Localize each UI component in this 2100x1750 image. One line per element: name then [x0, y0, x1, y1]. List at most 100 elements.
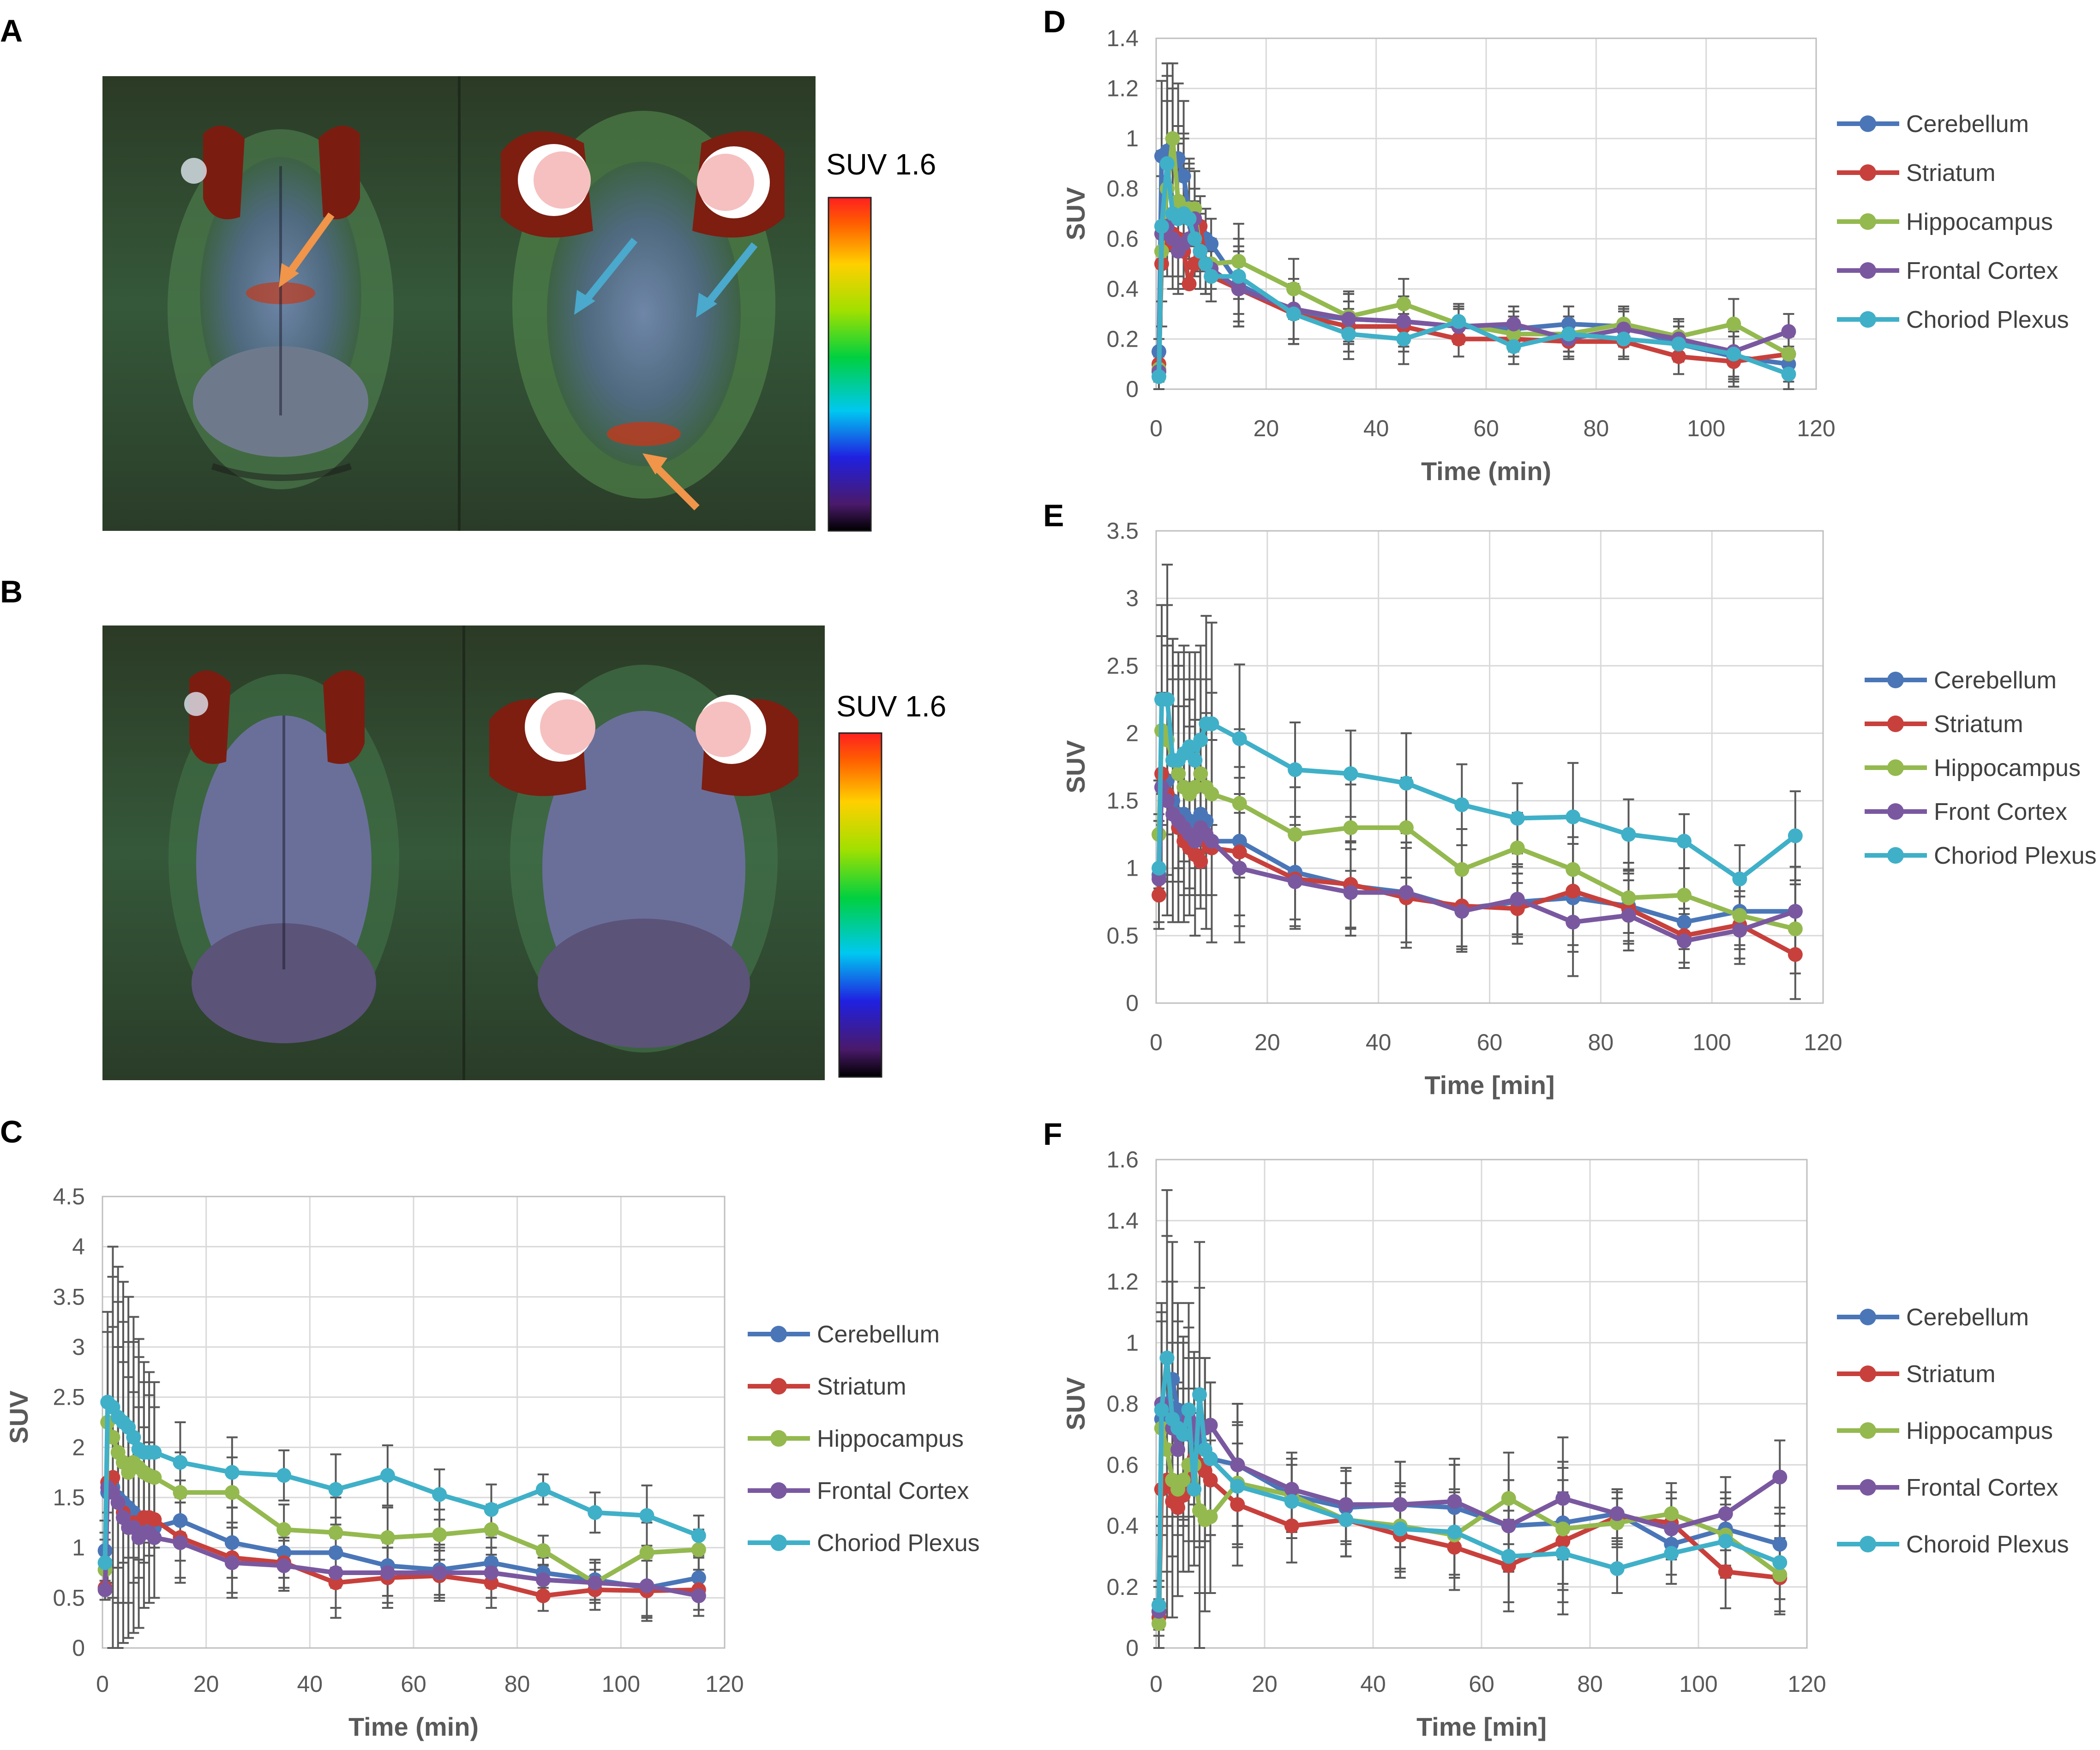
- d-ytick-2: 0.4: [1106, 276, 1139, 302]
- f-data-point: [1154, 1402, 1169, 1418]
- d-data-point: [1726, 316, 1741, 331]
- scale-label-b: SUV 1.6: [836, 690, 946, 723]
- e-legend-label: Cerebellum: [1934, 667, 2057, 694]
- f-data-point: [1718, 1564, 1733, 1579]
- e-ytick-0: 0: [1126, 990, 1139, 1016]
- c-legend-label: Frontal Cortex: [817, 1478, 969, 1504]
- c-xlabel: Time (min): [348, 1712, 479, 1741]
- c-xtick-4: 80: [504, 1671, 530, 1697]
- d-ytick-4: 0.8: [1106, 176, 1139, 202]
- c-ytick-3: 1.5: [53, 1485, 85, 1510]
- e-series-4: [1152, 692, 1803, 887]
- f-data-point: [1772, 1537, 1788, 1552]
- d-xtick-5: 100: [1687, 415, 1725, 441]
- c-legend-marker: [770, 1482, 787, 1499]
- f-error-bars: [1153, 1189, 1786, 1649]
- e-data-point: [1343, 766, 1358, 782]
- c-data-point: [224, 1465, 240, 1480]
- e-data-point: [1288, 874, 1303, 889]
- d-ytick-6: 1.2: [1106, 76, 1139, 102]
- e-data-point: [1288, 762, 1303, 777]
- d-data-point: [1231, 254, 1246, 269]
- c-legend-label: Striatum: [817, 1373, 906, 1400]
- f-data-point: [1555, 1546, 1571, 1561]
- f-data-point: [1447, 1524, 1462, 1540]
- c-data-point: [173, 1535, 188, 1550]
- f-data-point: [1230, 1497, 1245, 1512]
- e-plot-frame: [1155, 530, 1824, 1004]
- e-xlabel: Time [min]: [1424, 1070, 1554, 1100]
- c-data-point: [639, 1578, 654, 1594]
- e-data-point: [1732, 872, 1747, 887]
- c-data-point: [173, 1455, 188, 1470]
- c-data-point: [147, 1445, 162, 1460]
- c-ytick-4: 2: [72, 1434, 85, 1460]
- f-legend-marker: [1860, 1536, 1876, 1552]
- d-data-point: [1182, 277, 1197, 291]
- d-data-point: [1616, 331, 1631, 347]
- e-data-point: [1193, 733, 1208, 748]
- c-data-point: [147, 1470, 162, 1485]
- c-ytick-7: 3.5: [53, 1284, 85, 1310]
- f-xtick-6: 120: [1788, 1671, 1826, 1697]
- f-legend-marker: [1860, 1365, 1876, 1382]
- e-data-point: [1171, 766, 1186, 782]
- c-data-point: [691, 1570, 706, 1585]
- e-data-point: [1510, 891, 1525, 907]
- e-legend-marker: [1887, 759, 1904, 776]
- d-legend-marker: [1860, 213, 1876, 230]
- d-data-point: [1671, 337, 1686, 352]
- e-ylabel: SUV: [1061, 740, 1090, 793]
- f-legend: Cerebellum Striatum Hippocampus Frontal Cor…: [1837, 1304, 2069, 1558]
- e-data-point: [1566, 884, 1581, 899]
- d-data-point: [1231, 269, 1246, 284]
- c-data-point: [535, 1543, 551, 1558]
- d-ytick-1: 0.2: [1106, 326, 1139, 352]
- f-data-point: [1447, 1540, 1462, 1555]
- e-data-point: [1160, 692, 1175, 707]
- f-ytick-6: 1.2: [1106, 1269, 1139, 1295]
- c-data-point: [276, 1468, 292, 1483]
- e-data-point: [1193, 854, 1208, 869]
- panel-c-letter: C: [0, 1114, 23, 1149]
- e-data-point: [1232, 731, 1247, 746]
- color-scale-a: [828, 197, 872, 532]
- f-data-point: [1501, 1518, 1516, 1534]
- e-data-point: [1676, 914, 1692, 930]
- c-series-line: [102, 1485, 699, 1598]
- c-ytick-6: 3: [72, 1334, 85, 1360]
- e-legend: Cerebellum Striatum Hippocampus Front Corte…: [1865, 667, 2097, 869]
- e-data-point: [1788, 904, 1803, 919]
- d-data-point: [1781, 347, 1796, 361]
- f-data-point: [1392, 1521, 1408, 1537]
- d-xtick-1: 20: [1254, 415, 1279, 441]
- e-data-point: [1788, 921, 1803, 937]
- e-xtick-6: 120: [1804, 1029, 1842, 1055]
- f-legend-label: Cerebellum: [1906, 1304, 2029, 1331]
- e-legend-label: Striatum: [1934, 711, 2023, 738]
- d-xtick-4: 80: [1584, 415, 1609, 441]
- d-data-point: [1341, 326, 1356, 342]
- chart-f: 0 0.2 0.4 0.6 0.8 1 1.2 1.4 1.6 0 20 40 60 80 100 120 Ti…: [1061, 1147, 2069, 1741]
- d-data-point: [1165, 131, 1180, 146]
- d-plot-frame: [1155, 37, 1817, 390]
- f-data-point: [1718, 1534, 1733, 1549]
- f-ytick-0: 0: [1126, 1635, 1139, 1661]
- c-ytick-1: 0.5: [53, 1585, 85, 1611]
- c-data-point: [328, 1565, 343, 1580]
- d-xtick-3: 60: [1473, 415, 1499, 441]
- c-data-point: [276, 1558, 292, 1573]
- panel-a-image: [102, 76, 816, 531]
- d-data-point: [1154, 219, 1169, 234]
- f-data-point: [1718, 1506, 1733, 1521]
- f-xlabel: Time [min]: [1416, 1712, 1547, 1741]
- e-legend-label: Front Cortex: [1934, 799, 2067, 825]
- f-xtick-2: 40: [1360, 1671, 1386, 1697]
- c-legend-marker: [770, 1430, 787, 1447]
- arrow-orange-bottom: [642, 453, 700, 511]
- d-data-point: [1204, 269, 1219, 284]
- c-ytick-9: 4.5: [53, 1184, 85, 1209]
- c-data-point: [535, 1572, 551, 1588]
- c-xtick-2: 40: [297, 1671, 323, 1697]
